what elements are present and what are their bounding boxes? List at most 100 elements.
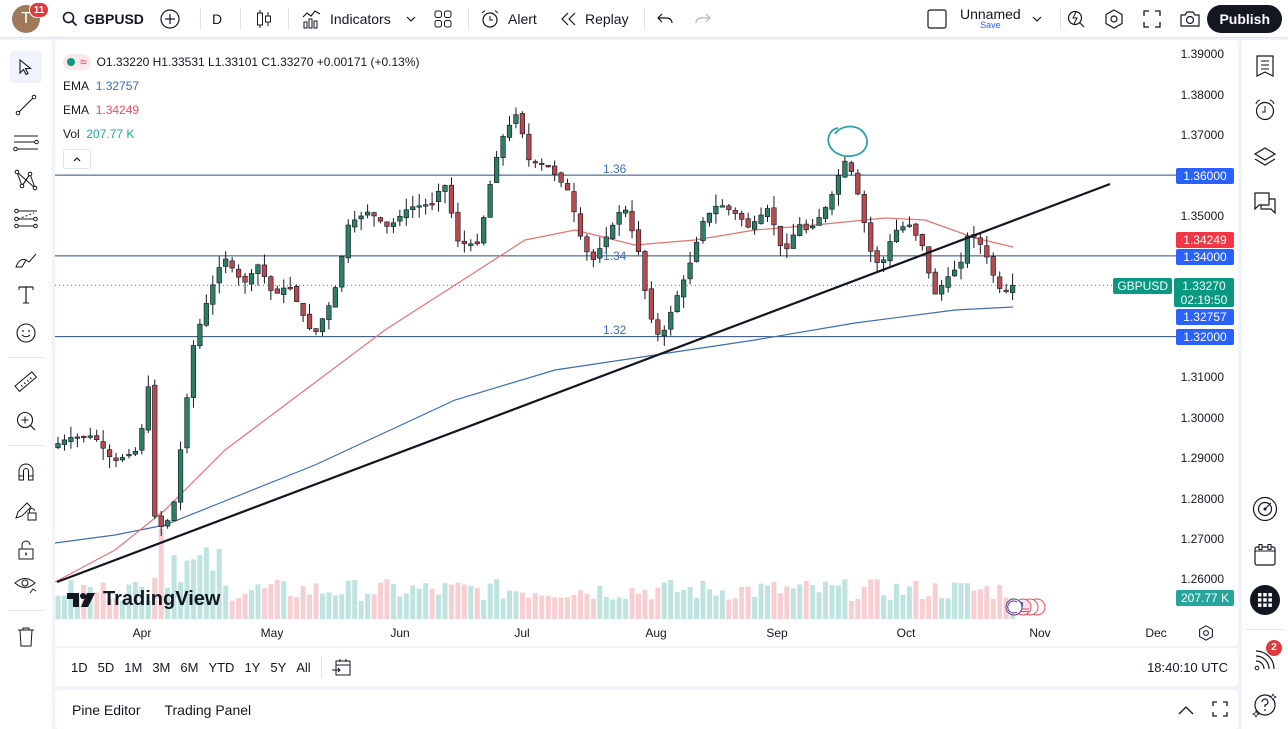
range-5d[interactable]: 5D <box>97 659 115 675</box>
smiley-icon <box>16 323 36 343</box>
range-5y[interactable]: 5Y <box>270 659 287 675</box>
last-price: 1.33270 <box>1182 279 1226 293</box>
interval-button[interactable]: D <box>212 10 223 27</box>
alerts-button[interactable] <box>1250 95 1280 125</box>
ema1-value: 1.32757 <box>95 79 140 93</box>
economic-events-icon[interactable] <box>1003 597 1047 617</box>
tradingview-logo[interactable]: TradingView <box>67 588 220 611</box>
pattern-tool[interactable] <box>10 164 42 196</box>
help-button[interactable] <box>1250 690 1280 720</box>
lock-drawings-tool[interactable] <box>10 495 42 527</box>
vol-label: Vol <box>63 127 80 141</box>
object-tree-button[interactable] <box>1250 142 1280 172</box>
divider <box>1060 8 1061 30</box>
replay-icon <box>561 12 576 25</box>
undo-button[interactable] <box>657 0 673 38</box>
indicators-button[interactable]: Indicators <box>302 0 391 38</box>
eye-icon <box>14 578 37 594</box>
collapse-legend-button[interactable] <box>63 149 91 169</box>
chart-type-button[interactable] <box>255 0 273 38</box>
redo-button[interactable] <box>695 0 711 38</box>
range-6m[interactable]: 6M <box>180 659 199 675</box>
time-tick: Aug <box>645 626 667 640</box>
ideas-button[interactable] <box>1250 494 1280 524</box>
tab-trading-panel[interactable]: Trading Panel <box>164 701 252 718</box>
volume-row[interactable]: Vol 207.77 K <box>63 122 420 146</box>
calendar-button[interactable] <box>1250 540 1280 570</box>
screenshot-button[interactable] <box>1179 0 1201 38</box>
layout-select-checkbox[interactable] <box>927 0 947 38</box>
range-1d[interactable]: 1D <box>71 659 88 675</box>
hline-label-132: 1.32 <box>603 323 627 337</box>
indicators-dropdown[interactable] <box>406 0 416 38</box>
range-all[interactable]: All <box>296 659 311 675</box>
signal-feed-icon <box>1254 650 1275 671</box>
parallel-lines-icon <box>13 135 39 152</box>
range-ytd[interactable]: YTD <box>208 659 235 675</box>
replay-button[interactable]: Replay <box>561 0 629 38</box>
ema2-row[interactable]: EMA 1.34249 <box>63 98 420 122</box>
cursor-tool[interactable] <box>10 51 42 83</box>
cursor-arrow-icon <box>19 58 33 76</box>
templates-button[interactable] <box>434 0 452 38</box>
layers-icon <box>1253 147 1277 166</box>
chevron-up-icon <box>1178 706 1194 715</box>
calendar-arrow-icon <box>331 659 351 676</box>
alert-button[interactable]: Alert <box>480 0 537 38</box>
layout-name-button[interactable]: Unnamed Save <box>960 6 1021 30</box>
settings-button[interactable] <box>1104 0 1124 38</box>
time-tick: Sep <box>766 626 788 640</box>
price-tick: 1.30000 <box>1180 411 1224 425</box>
tab-pine-editor[interactable]: Pine Editor <box>72 701 141 718</box>
text-t-icon <box>18 286 34 304</box>
publish-button[interactable]: Publish <box>1207 5 1282 33</box>
price-chart[interactable] <box>55 40 1238 646</box>
brush-tool[interactable] <box>10 243 42 275</box>
layout-dropdown[interactable] <box>1032 0 1042 38</box>
volume-label: 207.77 K <box>1176 590 1234 606</box>
layout-save-label: Save <box>980 20 1001 30</box>
lock-all-tool[interactable] <box>10 534 42 566</box>
level-132-label: 1.32000 <box>1176 329 1234 345</box>
maximize-panel-button[interactable] <box>1212 701 1228 720</box>
apps-grid-button[interactable] <box>1250 585 1280 615</box>
range-1m[interactable]: 1M <box>124 659 143 675</box>
delete-drawings-tool[interactable] <box>10 621 42 653</box>
compare-symbol-button[interactable] <box>159 0 181 38</box>
chat-bubbles-icon <box>1254 192 1276 215</box>
chats-button[interactable] <box>1250 188 1280 218</box>
quick-search-button[interactable] <box>1066 0 1086 38</box>
price-tick: 1.28000 <box>1180 492 1224 506</box>
expand-panel-button[interactable] <box>1178 702 1194 718</box>
symbol-search-button[interactable]: GBPUSD <box>62 0 144 38</box>
bottom-panel: Pine Editor Trading Panel <box>55 690 1238 729</box>
visibility-tool[interactable] <box>10 569 42 601</box>
emoji-tool[interactable] <box>10 317 42 349</box>
magnet-tool[interactable] <box>10 456 42 488</box>
text-tool[interactable] <box>10 279 42 311</box>
watchlist-button[interactable] <box>1250 51 1280 81</box>
notifications-feed-button[interactable] <box>1250 645 1280 675</box>
goto-date-button[interactable] <box>331 658 352 676</box>
chart-pane[interactable]: ≈ O1.33220 H1.33531 L1.33101 C1.33270 +0… <box>55 40 1238 646</box>
status-pill[interactable]: ≈ <box>63 54 91 70</box>
axis-settings-button[interactable] <box>1198 625 1214 646</box>
calendar-icon <box>1254 544 1276 566</box>
trendline-tool[interactable] <box>10 89 42 121</box>
hline-label-134: 1.34 <box>603 249 627 263</box>
range-1y[interactable]: 1Y <box>244 659 261 675</box>
range-3m[interactable]: 3M <box>152 659 171 675</box>
ohlc-values: O1.33220 H1.33531 L1.33101 C1.33270 +0.0… <box>96 55 420 69</box>
fullscreen-button[interactable] <box>1143 0 1161 38</box>
time-tick: Oct <box>896 626 916 640</box>
time-tick: Jun <box>390 626 410 640</box>
ema1-row[interactable]: EMA 1.32757 <box>63 74 420 98</box>
zoom-tool[interactable] <box>10 405 42 437</box>
measure-tool[interactable] <box>10 366 42 398</box>
utc-clock[interactable]: 18:40:10 UTC <box>1147 659 1228 675</box>
apps-grid-icon <box>1258 593 1272 607</box>
toolbar-divider <box>8 610 44 611</box>
horizontal-lines-tool[interactable] <box>10 127 42 159</box>
fib-tool[interactable] <box>10 203 42 235</box>
zoom-in-icon <box>16 411 36 431</box>
